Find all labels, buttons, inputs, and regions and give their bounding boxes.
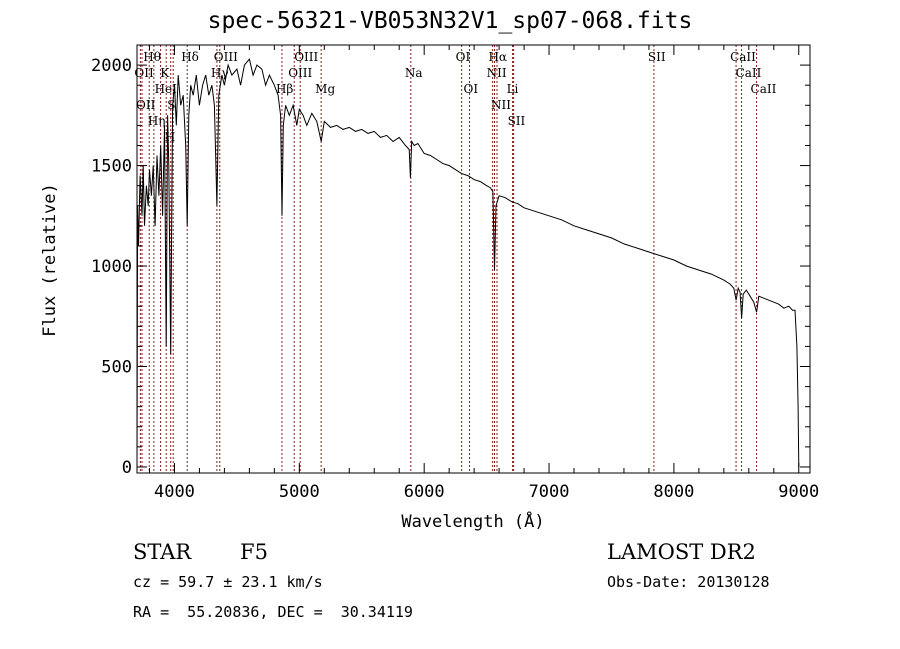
x-axis-label: Wavelength (Å) <box>401 512 545 532</box>
object-subclass: F5 <box>240 540 268 564</box>
spectral-line-label: OIII <box>294 50 318 64</box>
y-tick-label: 1000 <box>91 257 132 277</box>
spectral-line-label: OI <box>456 50 471 64</box>
spectral-line-label: SII <box>508 114 526 128</box>
y-axis-label: Flux (relative) <box>40 183 60 337</box>
spectral-line-label: OII <box>136 98 156 112</box>
spectrum-line <box>136 58 800 468</box>
spectral-line-label: Hθ <box>143 50 161 64</box>
spectral-line-label: H <box>165 130 175 144</box>
spectral-line-label: NII <box>491 98 511 112</box>
spectral-line-label: CaII <box>736 66 762 80</box>
spectral-line-label: Hγ <box>211 66 229 80</box>
spectral-line-label: Hη <box>148 114 166 128</box>
y-tick-label: 500 <box>101 358 132 378</box>
chart-title: spec-56321-VB053N32V1_sp07-068.fits <box>207 8 693 34</box>
spectral-line-label: Hδ <box>181 50 199 64</box>
x-tick-label: 6000 <box>404 482 445 502</box>
survey-name: LAMOST DR2 <box>607 540 756 564</box>
spectral-line-label: Na <box>405 66 423 80</box>
observation-date: Obs-Date: 20130128 <box>607 573 770 591</box>
spectral-line-label: OI <box>464 82 479 96</box>
x-tick-label: 8000 <box>653 482 694 502</box>
x-tick-label: 4000 <box>154 482 195 502</box>
x-tick-label: 5000 <box>279 482 320 502</box>
spectral-line-label: OIII <box>288 66 312 80</box>
redshift-cz: cz = 59.7 ± 23.1 km/s <box>133 573 323 591</box>
x-tick-label: 9000 <box>778 482 819 502</box>
y-tick-label: 0 <box>122 458 132 478</box>
spectral-line-label: Li <box>507 82 519 96</box>
spectral-line-label: OII <box>134 66 154 80</box>
x-tick-label: 7000 <box>529 482 570 502</box>
spectral-line-label: S <box>167 98 175 112</box>
coordinates: RA = 55.20836, DEC = 30.34119 <box>133 603 413 621</box>
spectral-line-label: CaII <box>751 82 777 96</box>
spectral-line-label: K <box>160 66 170 80</box>
spectral-line-label: SII <box>648 50 666 64</box>
object-class: STAR <box>133 540 192 564</box>
plot-frame <box>136 44 811 474</box>
y-tick-label: 2000 <box>91 56 132 76</box>
spectral-line-label: Hβ <box>276 82 293 96</box>
spectral-line-label: NII <box>487 66 507 80</box>
y-tick-label: 1500 <box>91 157 132 177</box>
spectral-line-label: CaII <box>730 50 756 64</box>
spectral-line-label: OIII <box>214 50 238 64</box>
spectral-line-label: Hα <box>488 50 507 64</box>
spectral-line-label: Mg <box>315 82 335 96</box>
spectral-line-label: HeI <box>155 82 178 96</box>
